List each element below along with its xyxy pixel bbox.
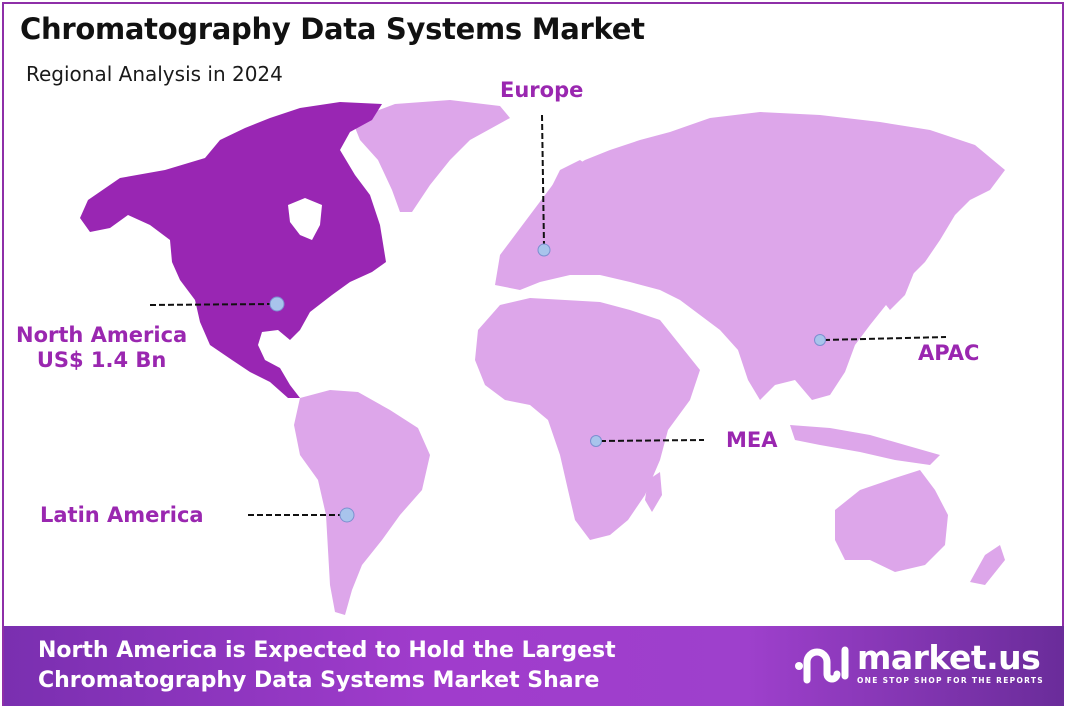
marker-europe[interactable] <box>537 243 551 257</box>
africa-shape[interactable] <box>475 298 700 540</box>
japan-shape <box>882 262 915 310</box>
market-us-logo-icon <box>795 646 849 684</box>
page-subtitle: Regional Analysis in 2024 <box>26 62 283 86</box>
region-name-north-america: North America <box>16 323 188 347</box>
brand-logo[interactable]: market.us ONE STOP SHOP FOR THE REPORTS <box>793 640 1044 686</box>
region-name-latin-america: Latin America <box>40 503 204 527</box>
marker-apac[interactable] <box>814 334 826 346</box>
brand-name: market.us <box>857 637 1041 677</box>
madagascar-shape <box>645 472 662 512</box>
label-europe: Europe <box>500 78 583 103</box>
marker-mea[interactable] <box>590 435 602 447</box>
label-apac: APAC <box>918 341 979 366</box>
marker-latin-america[interactable] <box>339 507 355 523</box>
footer-line-2: Chromatography Data Systems Market Share <box>38 668 600 693</box>
south-america-shape[interactable] <box>294 390 430 615</box>
page-title: Chromatography Data Systems Market <box>20 12 645 46</box>
label-north-america: North America US$ 1.4 Bn <box>16 323 187 373</box>
region-name-europe: Europe <box>500 78 584 102</box>
scandinavia-shape <box>545 160 592 215</box>
footer-banner: North America is Expected to Hold the La… <box>4 626 1064 706</box>
region-value-north-america: US$ 1.4 Bn <box>36 348 167 373</box>
greenland-shape <box>352 100 510 212</box>
leader-north-america <box>149 303 273 306</box>
north-america-shape[interactable] <box>80 102 386 398</box>
label-mea: MEA <box>726 428 778 453</box>
footer-headline: North America is Expected to Hold the La… <box>38 636 616 696</box>
footer-line-1: North America is Expected to Hold the La… <box>38 638 616 663</box>
se-asia-islands-shape <box>790 425 940 465</box>
leader-europe <box>541 114 545 247</box>
world-map <box>80 100 1005 615</box>
new-zealand-shape <box>970 545 1005 585</box>
hudson-bay <box>288 198 322 240</box>
label-latin-america: Latin America <box>40 503 204 528</box>
region-name-mea: MEA <box>726 428 778 452</box>
australia-shape[interactable] <box>835 470 948 572</box>
leader-apac <box>823 336 947 341</box>
eurasia-shape[interactable] <box>495 112 1005 400</box>
brand-tagline: ONE STOP SHOP FOR THE REPORTS <box>857 675 1044 685</box>
leader-mea <box>599 439 705 442</box>
region-name-apac: APAC <box>918 341 980 365</box>
marker-north-america[interactable] <box>269 296 285 312</box>
